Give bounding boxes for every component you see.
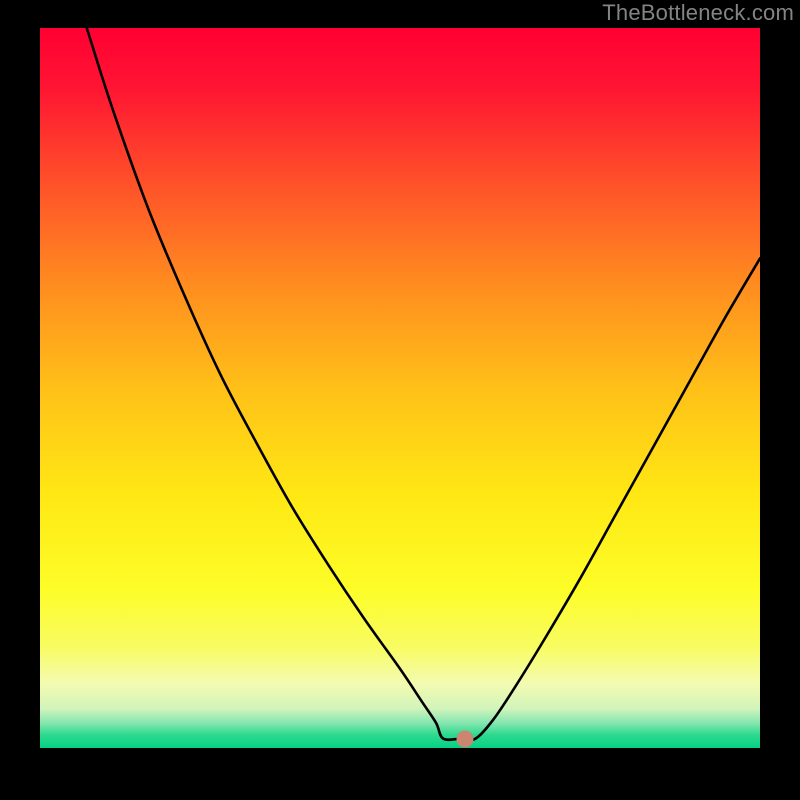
bottleneck-curve bbox=[40, 28, 760, 748]
current-config-marker bbox=[456, 730, 473, 747]
watermark-text: TheBottleneck.com bbox=[602, 0, 794, 26]
chart-plot-area bbox=[40, 28, 760, 748]
